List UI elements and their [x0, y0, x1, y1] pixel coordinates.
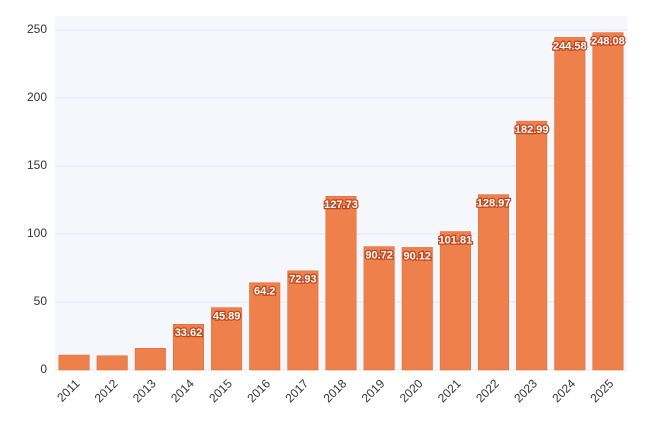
bar — [249, 282, 281, 371]
x-tick-label: 2013 — [130, 376, 159, 405]
x-tick-label: 2025 — [588, 376, 617, 405]
data-label: 90.12 — [404, 250, 432, 262]
x-tick-label: 2018 — [321, 376, 350, 405]
x-tick-label: 2019 — [359, 376, 388, 405]
y-tick-label: 50 — [34, 294, 48, 308]
bar — [96, 355, 128, 371]
y-tick-label: 0 — [40, 362, 47, 376]
data-label: 248.08 — [591, 36, 625, 48]
y-tick-label: 250 — [27, 22, 47, 36]
data-label: 127.73 — [324, 199, 358, 211]
bar — [401, 247, 433, 371]
bar — [287, 270, 319, 371]
data-label: 72.93 — [289, 274, 317, 286]
x-tick-label: 2016 — [244, 376, 273, 405]
bar — [172, 324, 204, 371]
bar — [134, 347, 166, 371]
bar — [58, 354, 90, 371]
y-tick-label: 200 — [27, 90, 47, 104]
data-label: 101.81 — [439, 234, 473, 246]
data-label: 182.99 — [515, 124, 549, 136]
x-tick-label: 2024 — [549, 376, 578, 405]
data-label: 64.2 — [254, 286, 275, 298]
x-tick-label: 2014 — [168, 376, 197, 405]
data-label: 90.72 — [365, 250, 393, 262]
bar — [439, 231, 471, 371]
x-tick-label: 2021 — [435, 376, 464, 405]
y-tick-label: 100 — [27, 226, 47, 240]
data-label: 33.62 — [175, 327, 203, 339]
x-tick-label: 2020 — [397, 376, 426, 405]
x-tick-label: 2022 — [473, 376, 502, 405]
y-tick-label: 150 — [27, 158, 47, 172]
bar — [516, 120, 548, 371]
bar — [325, 196, 357, 371]
bar — [478, 194, 510, 371]
x-tick-label: 2011 — [54, 376, 82, 404]
data-label: 128.97 — [477, 198, 511, 210]
bar — [592, 32, 624, 371]
x-tick-label: 2023 — [511, 376, 540, 405]
bar — [211, 307, 243, 371]
x-tick-label: 2017 — [282, 376, 311, 405]
bar — [554, 37, 586, 371]
data-label: 244.58 — [553, 40, 587, 52]
bar — [363, 246, 395, 371]
x-tick-label: 2012 — [92, 376, 121, 405]
x-tick-label: 2015 — [206, 376, 235, 405]
data-label: 45.89 — [213, 310, 241, 322]
